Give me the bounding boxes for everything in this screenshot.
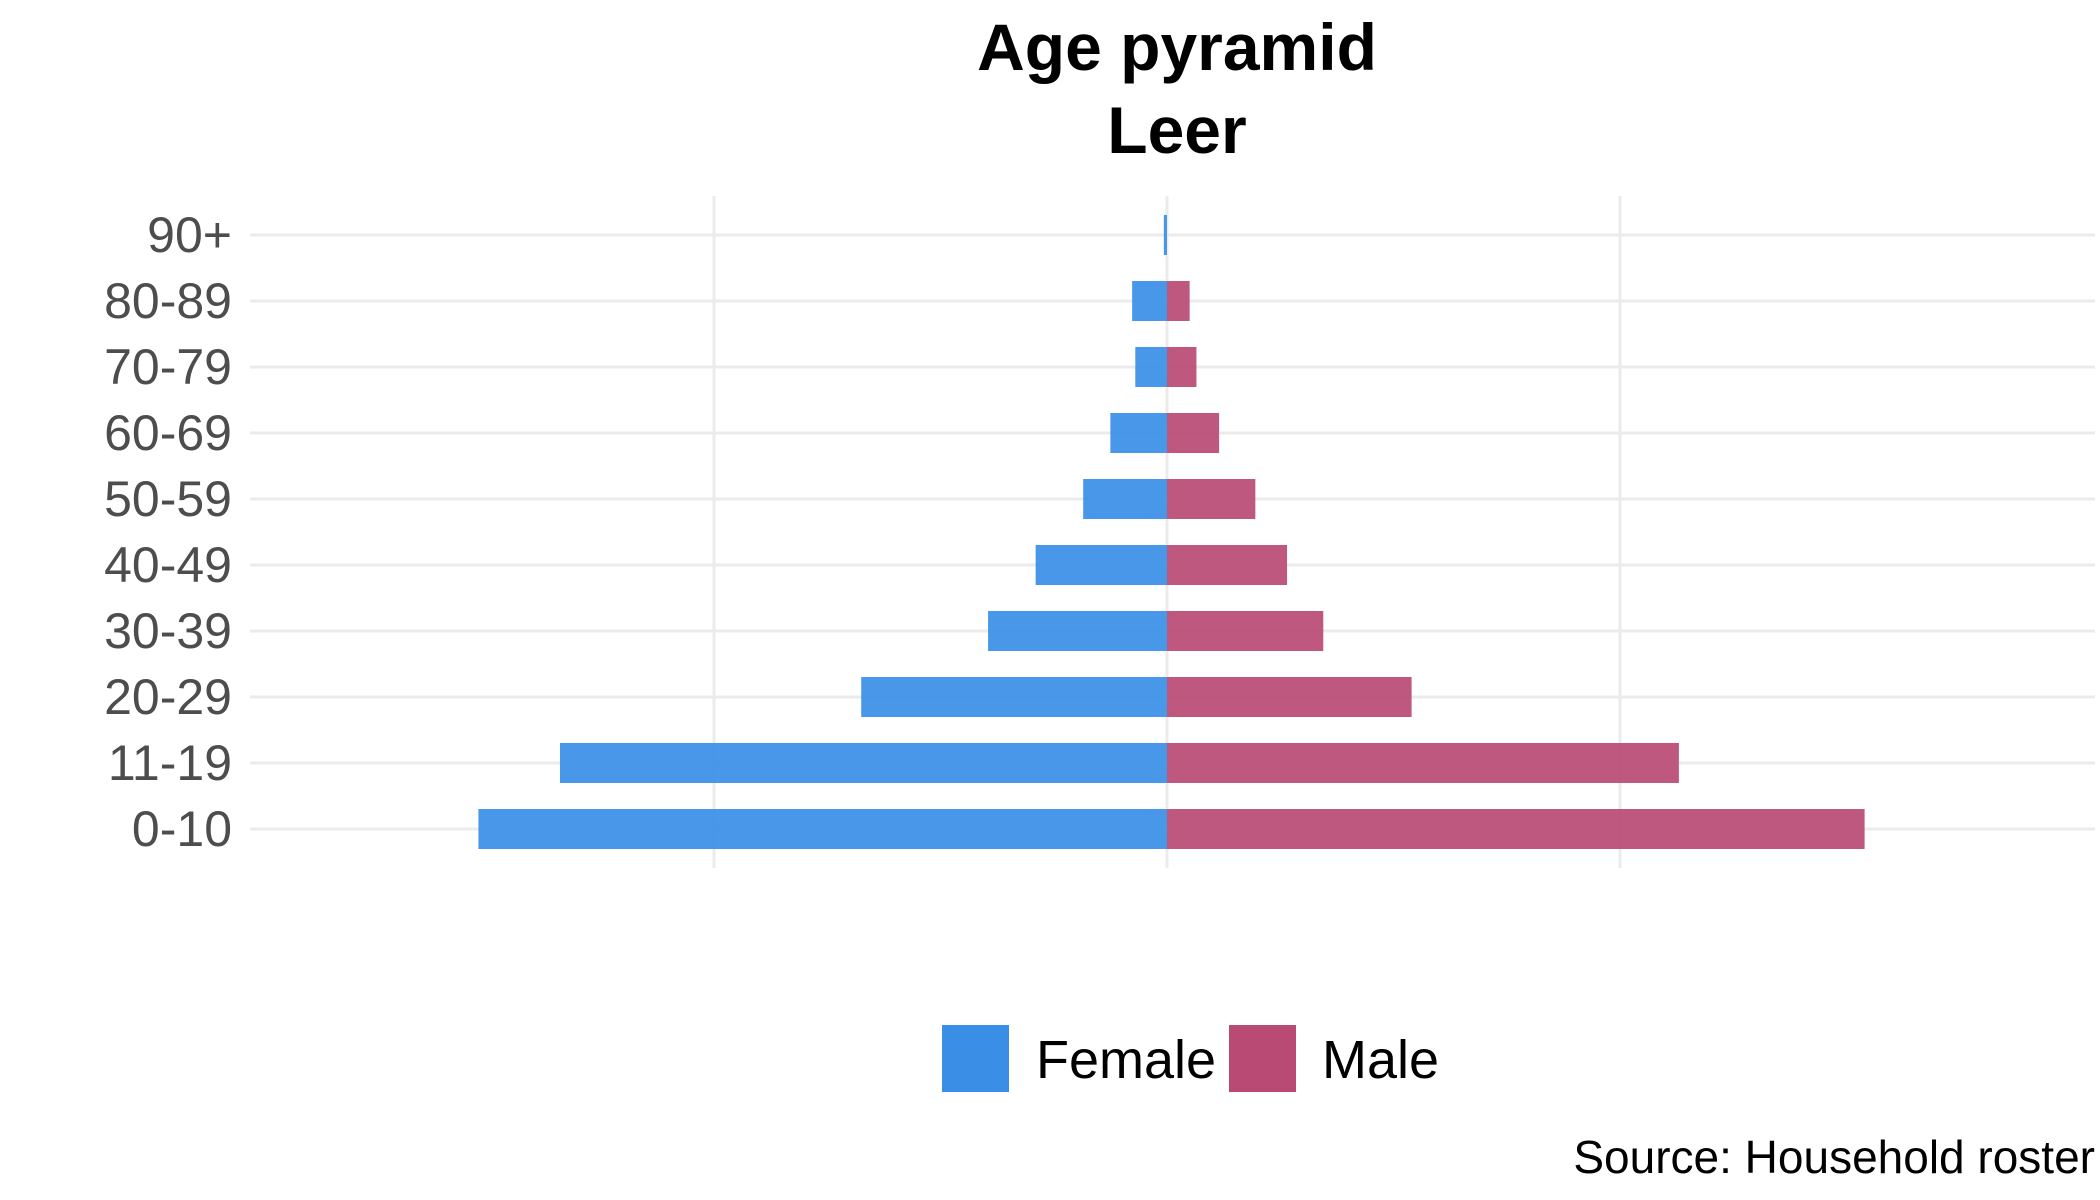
bar-male-70-79 [1167,347,1197,387]
bar-female-40-49 [1035,545,1167,585]
bars [478,215,1865,849]
y-tick-label: 50-59 [104,471,232,527]
bar-female-60-69 [1110,413,1167,453]
y-tick-label: 90+ [147,207,232,263]
bar-male-40-49 [1167,545,1288,585]
bar-female-90+ [1163,215,1167,255]
bar-male-0-10 [1167,809,1865,849]
chart-subtitle: Leer [1107,93,1246,167]
legend: Female Male [942,1025,1439,1092]
y-tick-label: 11-19 [108,735,232,791]
bar-male-30-39 [1167,611,1324,651]
bar-female-50-59 [1083,479,1167,519]
legend-swatch-male [1229,1025,1296,1092]
bar-male-60-69 [1167,413,1220,453]
bar-female-11-19 [559,743,1167,783]
y-axis-tick-labels: 0-10 11-19 20-29 30-39 40-49 50-59 60-69 70-79 8… [104,207,232,857]
bar-female-30-39 [988,611,1167,651]
y-tick-label: 20-29 [104,669,232,725]
legend-label-female: Female [1036,1030,1216,1090]
legend-label-male: Male [1322,1030,1439,1090]
source-caption: Source: Household roster [1573,1131,2095,1183]
bar-male-11-19 [1167,743,1679,783]
bar-female-70-79 [1135,347,1167,387]
y-tick-label: 40-49 [104,537,232,593]
bar-male-50-59 [1167,479,1256,519]
chart-title: Age pyramid [977,10,1377,84]
y-tick-label: 60-69 [104,405,232,461]
bar-female-20-29 [861,677,1167,717]
legend-swatch-female [942,1025,1009,1092]
y-tick-label: 70-79 [104,339,232,395]
bar-male-20-29 [1167,677,1412,717]
bar-female-0-10 [478,809,1167,849]
y-tick-label: 30-39 [104,603,232,659]
bar-female-80-89 [1132,281,1167,321]
y-tick-label: 0-10 [132,801,232,857]
bar-male-80-89 [1167,281,1190,321]
y-tick-label: 80-89 [104,273,232,329]
